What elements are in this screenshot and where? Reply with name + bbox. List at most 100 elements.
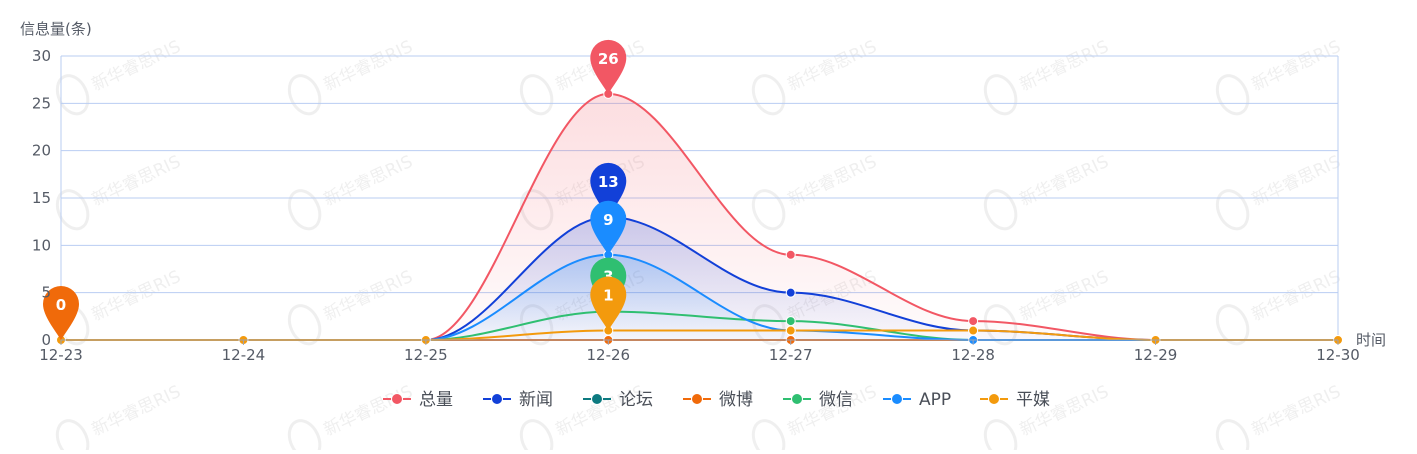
watermark-text: 新华睿思RIS [89,37,184,96]
watermark-logo-icon [287,189,322,231]
watermark-tile: 新华睿思RIS [1215,37,1344,116]
watermark-logo-icon [983,189,1018,231]
watermark-tile: 新华睿思RIS [751,382,880,454]
watermark-logo-icon [751,419,786,454]
watermark-tile: 新华睿思RIS [287,267,416,346]
legend-label: 新闻 [519,390,553,410]
legend-marker-icon [591,393,603,405]
legend-item-6: 平媒 [980,390,1050,410]
watermark-tile: 新华睿思RIS [1215,382,1344,454]
data-point [785,249,796,260]
watermark-text: 新华睿思RIS [1017,152,1112,211]
data-point [785,287,796,298]
x-tick-label: 12-30 [1316,346,1360,364]
watermark-tile: 新华睿思RIS [751,152,880,231]
y-tick-label: 10 [32,236,51,254]
max-value-pin: 13 [590,162,627,217]
watermark-tile: 新华睿思RIS [983,152,1112,231]
watermark-text: 新华睿思RIS [1249,37,1344,96]
legend-item-1: 新闻 [483,390,553,410]
watermark-logo-icon [55,74,90,116]
x-tick-label: 12-26 [586,346,630,364]
watermark-text: 新华睿思RIS [89,382,184,441]
watermark-tile: 新华睿思RIS [287,152,416,231]
pin-marker [43,286,79,340]
pin-label: 9 [603,211,613,229]
x-tick-label: 12-27 [769,346,813,364]
watermark-text: 新华睿思RIS [1017,37,1112,96]
max-value-pin: 0 [43,286,79,340]
legend-label: 微信 [819,390,853,410]
pin-label: 1 [603,287,613,305]
area-layer [61,93,1338,340]
data-point [785,325,796,336]
legend-label: 平媒 [1016,390,1050,410]
watermark-logo-icon [751,189,786,231]
pin-marker [590,162,627,217]
watermark-logo-icon [1215,419,1250,454]
watermark-text: 新华睿思RIS [321,152,416,211]
watermark-text: 新华睿思RIS [321,267,416,326]
watermark-text: 新华睿思RIS [1017,267,1112,326]
max-value-pin: 26 [590,39,627,94]
watermark-logo-icon [983,419,1018,454]
watermark-text: 新华睿思RIS [1249,267,1344,326]
legend-label: APP [919,390,951,410]
y-axis-title: 信息量(条) [20,20,92,38]
legend-label: 论坛 [619,390,653,410]
watermark-tile: 新华睿思RIS [983,37,1112,116]
watermark-text: 新华睿思RIS [89,267,184,326]
legend-item-3: 微博 [683,390,753,410]
pin-marker [590,200,627,255]
watermark-logo-icon [287,304,322,346]
x-tick-label: 12-25 [404,346,448,364]
legend-marker-icon [891,393,903,405]
watermark-logo-icon [1215,189,1250,231]
watermark-logo-icon [983,74,1018,116]
legend-marker-icon [691,393,703,405]
legend-item-5: APP [883,390,951,410]
watermark-logo-icon [287,74,322,116]
series-area-5 [61,254,1338,340]
watermark-text: 新华睿思RIS [89,152,184,211]
legend: 总量 新闻 论坛 微博 微信 APP 平媒 [383,390,1050,410]
watermark-text: 新华睿思RIS [321,382,416,441]
data-point [968,325,979,336]
watermark-tile: 新华睿思RIS [55,37,184,116]
max-value-pin: 1 [590,276,627,331]
y-tick-label: 15 [32,189,51,207]
y-tick-label: 30 [32,47,51,65]
legend-marker-icon [791,393,803,405]
watermark-logo-icon [287,419,322,454]
watermark-tile: 新华睿思RIS [287,382,416,454]
data-point [968,316,979,327]
watermark-tile: 新华睿思RIS [751,37,880,116]
watermark-text: 新华睿思RIS [785,152,880,211]
watermark-logo-icon [751,74,786,116]
legend-marker-icon [391,393,403,405]
x-tick-label: 12-29 [1134,346,1178,364]
max-value-pin: 9 [590,200,627,255]
watermark-logo-icon [1215,74,1250,116]
watermark-logo-icon [55,189,90,231]
legend-label: 总量 [419,390,453,410]
watermark-logo-icon [519,74,554,116]
watermark-tile: 新华睿思RIS [287,37,416,116]
watermark-tile: 新华睿思RIS [983,382,1112,454]
legend-marker-icon [491,393,503,405]
watermark-logo-icon [1215,304,1250,346]
pin-label: 13 [598,173,619,191]
pin-layer: 03261391 [43,39,627,340]
pin-marker [590,39,627,94]
watermark-text: 新华睿思RIS [1249,382,1344,441]
watermark-tile: 新华睿思RIS [1215,267,1344,346]
legend-label: 微博 [719,390,753,410]
legend-item-4: 微信 [783,390,853,410]
watermark-text: 新华睿思RIS [321,37,416,96]
series-area-1 [61,216,1338,340]
watermark-tile: 新华睿思RIS [55,152,184,231]
watermark-tile: 新华睿思RIS [519,382,648,454]
